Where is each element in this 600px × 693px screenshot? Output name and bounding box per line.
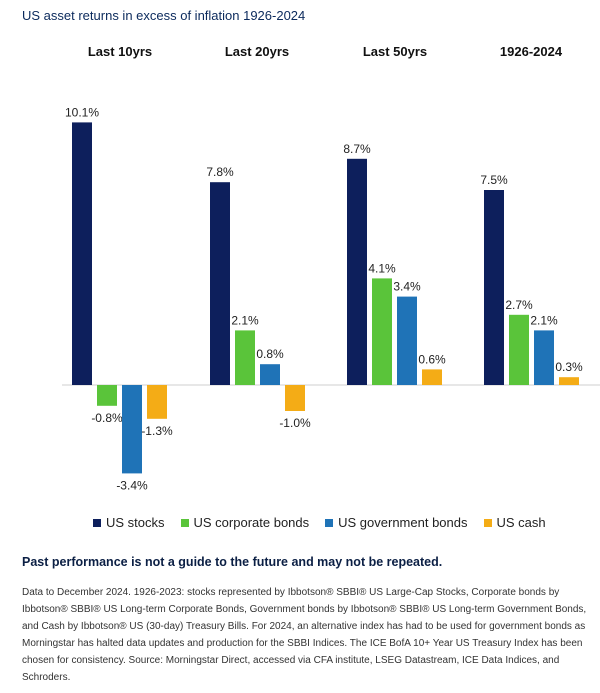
- legend: US stocks US corporate bonds US governme…: [93, 515, 546, 530]
- group-title-last-20yrs: Last 20yrs: [224, 44, 290, 59]
- bar-us-stocks-last-20yrs: [210, 182, 230, 385]
- legend-label-us-stocks: US stocks: [106, 515, 165, 530]
- legend-swatch-us-stocks: [93, 518, 101, 527]
- bar-us-cash-1926-2024: [559, 377, 579, 385]
- data-label-us-government-bonds-last-20yrs: 0.8%: [256, 347, 284, 361]
- data-label-us-cash-last-20yrs: -1.0%: [279, 416, 311, 430]
- data-label-us-corporate-bonds-last-10yrs: -0.8%: [91, 411, 123, 425]
- bar-chart: 10.1% -0.8% -3.4% -1.3% 7.8% 2.1% 0.8% -1.0% 8.7…: [62, 105, 600, 492]
- group-title-last-50yrs: Last 50yrs: [362, 44, 428, 59]
- bar-us-cash-last-20yrs: [285, 385, 305, 411]
- data-label-us-stocks-last-10yrs: 10.1%: [65, 105, 99, 119]
- data-label-us-stocks-last-50yrs: 8.7%: [343, 142, 371, 156]
- bar-us-stocks-last-10yrs: [72, 122, 92, 386]
- bar-us-government-bonds-1926-2024: [534, 330, 554, 385]
- bar-us-stocks-last-50yrs: [347, 158, 367, 385]
- bar-us-corporate-bonds-last-50yrs: [372, 278, 392, 385]
- footnote: Data to December 2024. 1926-2023: stocks…: [22, 587, 587, 683]
- legend-swatch-us-government-bonds: [325, 518, 334, 527]
- disclaimer: Past performance is not a guide to the f…: [22, 555, 443, 569]
- data-label-us-cash-1926-2024: 0.3%: [555, 360, 583, 374]
- legend-label-us-government-bonds: US government bonds: [338, 515, 468, 530]
- bar-us-stocks-1926-2024: [484, 190, 504, 385]
- legend-item-us-corporate-bonds: US corporate bonds: [180, 515, 310, 530]
- group-title-1926-2024: 1926-2024: [499, 44, 563, 59]
- legend-swatch-us-cash: [483, 518, 492, 527]
- data-label-us-stocks-last-20yrs: 7.8%: [206, 165, 234, 179]
- data-label-us-corporate-bonds-last-20yrs: 2.1%: [231, 313, 259, 327]
- bar-us-government-bonds-last-20yrs: [260, 364, 280, 385]
- bar-us-corporate-bonds-last-20yrs: [235, 330, 255, 385]
- data-label-us-government-bonds-last-50yrs: 3.4%: [393, 280, 421, 294]
- data-label-us-government-bonds-last-10yrs: -3.4%: [116, 478, 148, 492]
- data-label-us-cash-last-50yrs: 0.6%: [418, 352, 446, 366]
- bar-us-government-bonds-last-10yrs: [122, 385, 142, 474]
- data-label-us-corporate-bonds-last-50yrs: 4.1%: [368, 261, 396, 275]
- chart-title: US asset returns in excess of inflation …: [22, 8, 306, 23]
- bar-us-cash-last-50yrs: [422, 369, 442, 385]
- legend-item-us-cash: US cash: [483, 515, 546, 530]
- bar-us-corporate-bonds-1926-2024: [509, 314, 529, 385]
- legend-item-us-government-bonds: US government bonds: [325, 515, 468, 530]
- data-label-us-government-bonds-1926-2024: 2.1%: [530, 313, 558, 327]
- bar-us-corporate-bonds-last-10yrs: [97, 385, 117, 406]
- data-label-us-stocks-1926-2024: 7.5%: [480, 173, 508, 187]
- legend-item-us-stocks: US stocks: [93, 515, 165, 530]
- bar-us-government-bonds-last-50yrs: [397, 296, 417, 385]
- data-label-us-corporate-bonds-1926-2024: 2.7%: [505, 298, 533, 312]
- group-title-last-10yrs: Last 10yrs: [87, 44, 153, 59]
- bar-us-cash-last-10yrs: [147, 385, 167, 419]
- legend-swatch-us-corporate-bonds: [180, 518, 189, 527]
- legend-label-us-cash: US cash: [496, 515, 546, 530]
- legend-label-us-corporate-bonds: US corporate bonds: [193, 515, 310, 530]
- data-label-us-cash-last-10yrs: -1.3%: [141, 424, 173, 438]
